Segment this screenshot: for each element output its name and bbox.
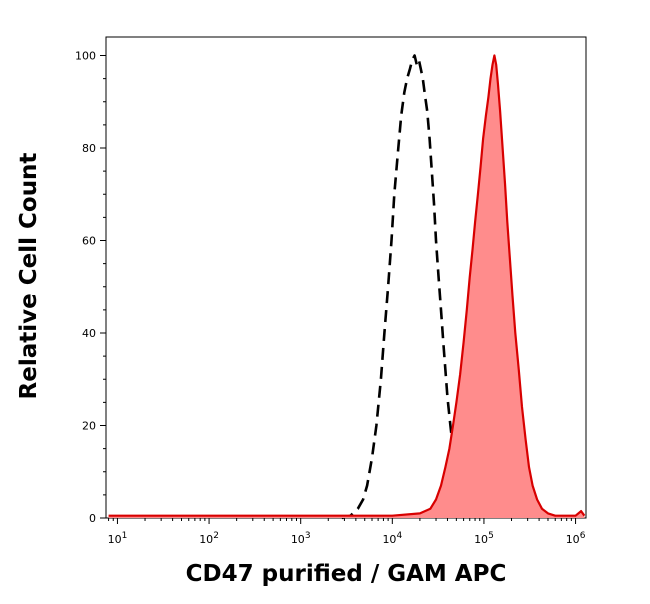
- x-tick-exponent: 6: [580, 531, 586, 541]
- x-tick-exponent: 3: [305, 531, 311, 541]
- x-tick-exponent: 1: [122, 531, 128, 541]
- x-tick-base: 10: [382, 533, 396, 546]
- x-tick-base: 10: [199, 533, 213, 546]
- x-axis-title: CD47 purified / GAM APC: [186, 561, 507, 587]
- y-tick-label: 100: [75, 50, 96, 63]
- y-axis-ticks: 0 20 40 60 80 100: [75, 50, 106, 525]
- x-tick-label: 104: [382, 531, 402, 546]
- series-layer: [108, 54, 586, 520]
- x-tick-exponent: 2: [213, 531, 219, 541]
- x-tick-base: 10: [291, 533, 305, 546]
- x-tick-label: 103: [291, 531, 311, 546]
- x-tick-label: 101: [108, 531, 128, 546]
- x-tick-base: 10: [108, 533, 122, 546]
- x-tick-label: 102: [199, 531, 219, 546]
- y-tick-label: 80: [82, 142, 96, 155]
- series-1-line: [108, 54, 586, 517]
- x-tick-exponent: 4: [396, 531, 402, 541]
- x-axis-ticks: 101 102 103 104 105 106: [108, 518, 586, 546]
- y-tick-label: 40: [82, 327, 96, 340]
- y-tick-label: 20: [82, 420, 96, 433]
- y-tick-label: 60: [82, 235, 96, 248]
- x-tick-base: 10: [474, 533, 488, 546]
- series-1-area: [108, 55, 585, 518]
- series-0-line: [341, 54, 485, 520]
- x-tick-exponent: 5: [488, 531, 494, 541]
- x-tick-base: 10: [566, 533, 580, 546]
- x-tick-label: 106: [566, 531, 586, 546]
- y-tick-label: 0: [89, 512, 96, 525]
- x-tick-label: 105: [474, 531, 494, 546]
- y-axis-title: Relative Cell Count: [16, 153, 42, 400]
